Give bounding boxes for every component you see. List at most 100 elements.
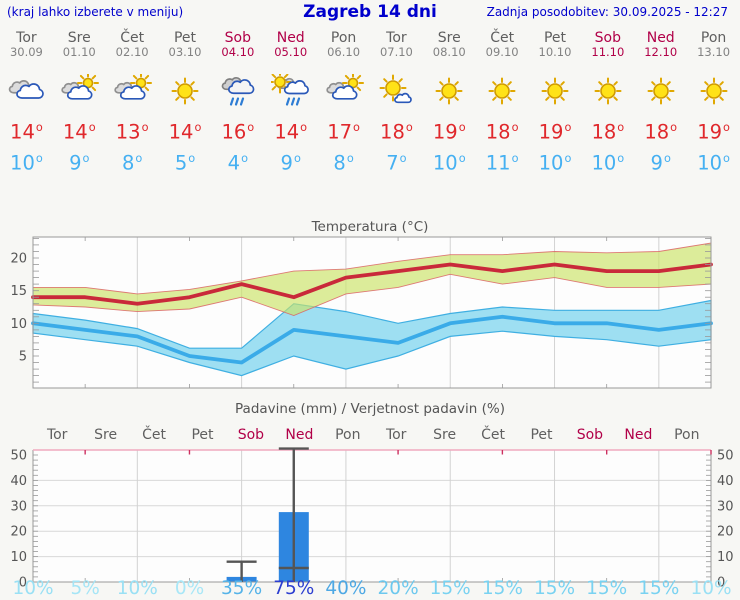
page-title: Zagreb 14 dni bbox=[303, 2, 437, 22]
precip-probability: 10% bbox=[690, 578, 732, 599]
max-temp: 18 bbox=[581, 116, 634, 145]
svg-text:40: 40 bbox=[717, 474, 734, 489]
precip-day-label: Tor bbox=[46, 427, 68, 443]
partly-sunny-weather-icon bbox=[53, 59, 106, 108]
svg-text:15: 15 bbox=[10, 284, 27, 299]
precip-probability: 10% bbox=[12, 578, 54, 599]
precip-probability: 40% bbox=[325, 578, 367, 599]
svg-text:10: 10 bbox=[10, 550, 27, 565]
day-date: 02.10 bbox=[115, 45, 149, 59]
svg-text:10: 10 bbox=[10, 317, 27, 332]
min-temp: 9 bbox=[634, 145, 687, 178]
day-name: Pon bbox=[700, 30, 727, 46]
day-name: Tor bbox=[16, 30, 37, 46]
day-name: Ned bbox=[646, 30, 675, 46]
precip-probability: 15% bbox=[429, 578, 471, 599]
min-temp: 10 bbox=[0, 145, 53, 178]
min-temp: 9 bbox=[53, 145, 106, 178]
day-name: Čet bbox=[490, 30, 515, 46]
max-temp: 18 bbox=[634, 116, 687, 145]
precip-probability: 15% bbox=[638, 578, 680, 599]
precip-day-label: Pet bbox=[191, 427, 214, 443]
precip-day-label: Čet bbox=[481, 427, 506, 443]
sunny-weather-icon bbox=[634, 59, 687, 108]
precip-day-label: Ned bbox=[285, 427, 314, 443]
max-temp: 19 bbox=[423, 116, 476, 145]
temp-chart-title: Temperatura (°C) bbox=[311, 219, 429, 235]
min-temp: 5 bbox=[159, 145, 212, 178]
day-name: Čet bbox=[120, 30, 145, 46]
svg-text:40: 40 bbox=[10, 474, 27, 489]
min-temp: 10 bbox=[581, 145, 634, 178]
day-date: 05.10 bbox=[274, 45, 308, 59]
day-date: 04.10 bbox=[221, 45, 255, 59]
day-date: 11.10 bbox=[591, 45, 625, 59]
max-temp: 18 bbox=[476, 116, 529, 145]
day-date: 30.09 bbox=[9, 45, 43, 59]
max-temp: 14 bbox=[159, 116, 212, 145]
day-date: 08.10 bbox=[432, 45, 466, 59]
svg-text:20: 20 bbox=[717, 525, 734, 540]
precip-probability: 15% bbox=[481, 578, 523, 599]
sunny-weather-icon bbox=[581, 59, 634, 108]
temperature-chart: 5 10 15 20 bbox=[10, 236, 713, 389]
precip-probability: 15% bbox=[586, 578, 628, 599]
rain-weather-icon bbox=[211, 59, 264, 108]
precip-whisker bbox=[278, 447, 309, 582]
max-temp: 13 bbox=[106, 116, 159, 145]
svg-text:20: 20 bbox=[10, 525, 27, 540]
max-temp: 17 bbox=[317, 116, 370, 145]
precip-day-label: Sob bbox=[237, 427, 265, 443]
max-temp: 14 bbox=[264, 116, 317, 145]
precip-day-label: Čet bbox=[142, 427, 167, 443]
precip-day-label: Sre bbox=[433, 427, 457, 443]
sunny-weather-icon bbox=[476, 59, 529, 108]
sun-rain-weather-icon bbox=[264, 59, 317, 108]
day-date: 09.10 bbox=[485, 45, 519, 59]
svg-text:5: 5 bbox=[19, 350, 27, 365]
location-menu-hint: (kraj lahko izberete v meniju) bbox=[7, 5, 184, 19]
sunny-weather-icon bbox=[423, 59, 476, 108]
day-name: Sre bbox=[67, 30, 91, 46]
min-temp: 10 bbox=[687, 145, 740, 178]
precip-probability: 20% bbox=[377, 578, 419, 599]
precip-probability: 15% bbox=[533, 578, 576, 599]
day-name: Sob bbox=[594, 30, 622, 46]
precip-probability: 35% bbox=[221, 578, 263, 599]
day-date: 01.10 bbox=[62, 45, 96, 59]
min-temp: 8 bbox=[317, 145, 370, 178]
min-temp: 4 bbox=[211, 145, 264, 178]
precip-probability: 75% bbox=[273, 578, 315, 599]
days-row: Tor30.091410Sre01.10149Čet02.10138Pet03.… bbox=[0, 30, 740, 177]
day-date: 13.10 bbox=[697, 45, 731, 59]
day-name: Pet bbox=[173, 30, 197, 46]
day-date: 06.10 bbox=[327, 45, 361, 59]
day-name: Sob bbox=[224, 30, 252, 46]
sunny-weather-icon bbox=[159, 59, 212, 108]
max-temp: 14 bbox=[53, 116, 106, 145]
svg-text:10: 10 bbox=[717, 550, 734, 565]
precip-probability: 0% bbox=[174, 578, 205, 599]
day-date: 07.10 bbox=[379, 45, 413, 59]
precip-chart-title: Padavine (mm) / Verjetnost padavin (%) bbox=[235, 401, 505, 417]
precip-day-label: Pon bbox=[335, 427, 361, 443]
max-temp: 19 bbox=[687, 116, 740, 145]
precip-day-label: Pon bbox=[674, 427, 700, 443]
precip-day-label: Sre bbox=[94, 427, 118, 443]
precip-day-label: Pet bbox=[530, 427, 553, 443]
vreme-us-link[interactable]: vreme.us bbox=[557, 239, 618, 254]
